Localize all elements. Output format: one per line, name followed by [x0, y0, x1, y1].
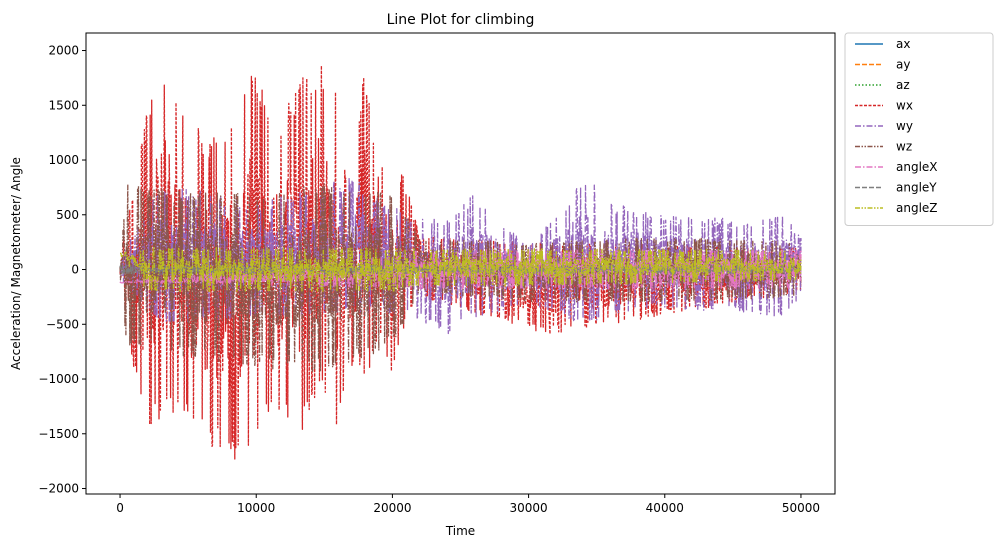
x-tick-label: 0	[116, 501, 124, 515]
y-tick-label: 0	[71, 263, 79, 277]
y-tick-label: −1000	[38, 372, 79, 386]
y-tick-label: 1000	[48, 153, 79, 167]
legend: ax ay az wx wy wz angleX angleY angleZ	[844, 32, 994, 226]
y-tick-label: −2000	[38, 482, 79, 496]
x-axis: 0 10000 20000 30000 40000 50000	[116, 494, 820, 515]
legend-label-wy: wy	[896, 119, 913, 133]
y-tick-label: 500	[56, 208, 79, 222]
y-tick-label: −1500	[38, 427, 79, 441]
legend-label-wx: wx	[896, 99, 913, 113]
y-axis: −2000 −1500 −1000 −500 0 500 1000 1500 2000	[38, 44, 86, 496]
series-layer	[119, 65, 802, 460]
y-tick-label: −500	[46, 317, 79, 331]
y-axis-label: Acceleration/ Magnetometer/ Angle	[9, 157, 23, 370]
legend-label-ay: ay	[896, 58, 910, 72]
series-line-angleX	[119, 249, 802, 290]
y-tick-label: 2000	[48, 44, 79, 58]
legend-label-angleZ: angleZ	[896, 201, 938, 215]
legend-box	[844, 32, 994, 226]
x-axis-label: Time	[445, 524, 475, 538]
x-tick-label: 40000	[646, 501, 684, 515]
x-tick-label: 50000	[782, 501, 820, 515]
plot-frame	[85, 32, 836, 495]
legend-label-wz: wz	[896, 140, 912, 154]
legend-label-angleY: angleY	[896, 181, 937, 195]
series-line-angleZ	[119, 247, 802, 293]
x-tick-label: 30000	[509, 501, 547, 515]
x-tick-label: 10000	[237, 501, 275, 515]
chart-title: Line Plot for climbing	[387, 12, 535, 28]
legend-label-angleX: angleX	[896, 160, 938, 174]
legend-label-az: az	[896, 78, 910, 92]
legend-label-ax: ax	[896, 37, 910, 51]
x-tick-label: 20000	[373, 501, 411, 515]
y-tick-label: 1500	[48, 98, 79, 112]
